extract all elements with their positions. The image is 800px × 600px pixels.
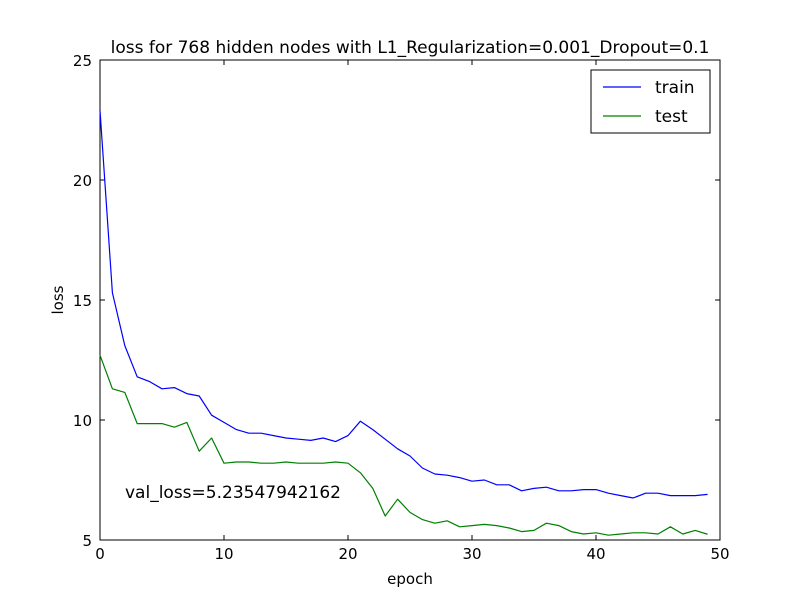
y-tick-label: 25 <box>73 52 92 70</box>
y-tick-label: 5 <box>82 532 92 550</box>
y-axis-label: loss <box>49 285 67 314</box>
legend: train test <box>590 69 711 134</box>
x-tick-label: 20 <box>338 545 357 563</box>
y-tick-label: 20 <box>73 172 92 190</box>
y-tick-label: 15 <box>73 292 92 310</box>
y-tick-label: 10 <box>73 412 92 430</box>
axis-ticks: 0 10 20 30 40 50 5 10 15 20 25 <box>73 52 730 563</box>
train-series-line <box>99 110 708 499</box>
x-tick-label: 0 <box>95 545 105 563</box>
x-tick-label: 10 <box>214 545 233 563</box>
x-tick-label: 50 <box>710 545 729 563</box>
chart-title: loss for 768 hidden nodes with L1_Regula… <box>111 38 710 58</box>
series-lines <box>99 110 708 536</box>
plot-frame <box>99 59 721 541</box>
x-tick-label: 40 <box>586 545 605 563</box>
val-loss-annotation: val_loss=5.23547942162 <box>125 483 341 503</box>
test-series-line <box>99 354 708 536</box>
legend-train-label: train <box>655 78 695 98</box>
legend-box <box>590 69 711 134</box>
x-tick-label: 30 <box>462 545 481 563</box>
legend-test-label: test <box>655 107 688 127</box>
x-axis-label: epoch <box>387 570 433 588</box>
